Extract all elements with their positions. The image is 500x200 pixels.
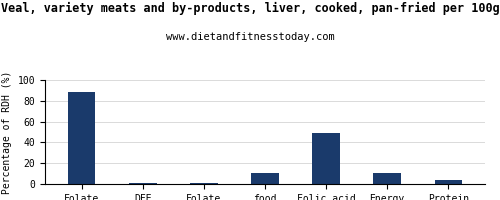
Bar — [312, 133, 340, 184]
Bar — [252, 173, 279, 184]
Bar — [374, 173, 401, 184]
Y-axis label: Percentage of RDH (%): Percentage of RDH (%) — [2, 70, 12, 194]
Text: www.dietandfitnesstoday.com: www.dietandfitnesstoday.com — [166, 32, 334, 42]
Bar — [129, 183, 156, 184]
Bar — [434, 180, 462, 184]
Bar — [190, 183, 218, 184]
Text: Veal, variety meats and by-products, liver, cooked, pan-fried per 100g: Veal, variety meats and by-products, liv… — [0, 2, 500, 15]
Bar — [68, 92, 96, 184]
